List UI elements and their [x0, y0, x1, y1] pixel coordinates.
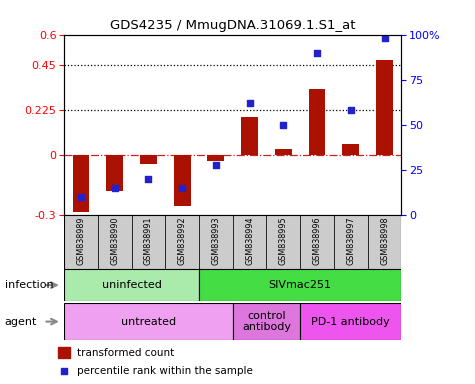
- Text: GSM838991: GSM838991: [144, 217, 153, 265]
- Text: GSM838989: GSM838989: [76, 217, 86, 265]
- Text: GSM838996: GSM838996: [313, 217, 322, 265]
- Bar: [64, 303, 233, 340]
- Point: [347, 107, 354, 113]
- Bar: [334, 215, 368, 269]
- Text: infection: infection: [5, 280, 53, 290]
- Bar: [300, 303, 401, 340]
- Text: GSM838998: GSM838998: [380, 217, 389, 265]
- Point: [144, 176, 152, 182]
- Point: [314, 50, 321, 56]
- Bar: [266, 215, 300, 269]
- Bar: [174, 155, 190, 206]
- Text: GSM838990: GSM838990: [110, 217, 119, 265]
- Bar: [368, 215, 401, 269]
- Bar: [376, 60, 393, 155]
- Bar: [64, 269, 199, 301]
- Point: [381, 35, 389, 41]
- Bar: [165, 215, 199, 269]
- Text: percentile rank within the sample: percentile rank within the sample: [77, 366, 253, 376]
- Point: [111, 185, 119, 191]
- Bar: [64, 215, 98, 269]
- Bar: [199, 215, 233, 269]
- Text: GSM838993: GSM838993: [211, 217, 220, 265]
- Point: [279, 122, 287, 128]
- Bar: [275, 149, 292, 155]
- Text: SIVmac251: SIVmac251: [269, 280, 332, 290]
- Bar: [73, 155, 89, 212]
- Text: uninfected: uninfected: [102, 280, 162, 290]
- Bar: [98, 215, 132, 269]
- Bar: [241, 117, 258, 155]
- Text: GSM838992: GSM838992: [178, 217, 187, 265]
- Text: GSM838995: GSM838995: [279, 217, 288, 265]
- Bar: [208, 155, 224, 161]
- Bar: [309, 89, 325, 155]
- Text: GSM838994: GSM838994: [245, 217, 254, 265]
- Text: transformed count: transformed count: [77, 348, 174, 358]
- Text: PD-1 antibody: PD-1 antibody: [312, 316, 390, 327]
- Point: [246, 100, 254, 106]
- Bar: [233, 215, 266, 269]
- Point: [179, 185, 186, 191]
- Point: [212, 161, 219, 167]
- Bar: [106, 155, 123, 191]
- Title: GDS4235 / MmugDNA.31069.1.S1_at: GDS4235 / MmugDNA.31069.1.S1_at: [110, 19, 355, 32]
- Bar: [233, 303, 300, 340]
- Text: agent: agent: [5, 316, 37, 327]
- Bar: [300, 215, 334, 269]
- Bar: [199, 269, 401, 301]
- Bar: [132, 215, 165, 269]
- Point: [77, 194, 85, 200]
- Point: [60, 367, 68, 374]
- Bar: [58, 347, 70, 358]
- Bar: [342, 144, 359, 155]
- Text: control
antibody: control antibody: [242, 311, 291, 333]
- Bar: [140, 155, 157, 164]
- Text: untreated: untreated: [121, 316, 176, 327]
- Text: GSM838997: GSM838997: [346, 217, 355, 265]
